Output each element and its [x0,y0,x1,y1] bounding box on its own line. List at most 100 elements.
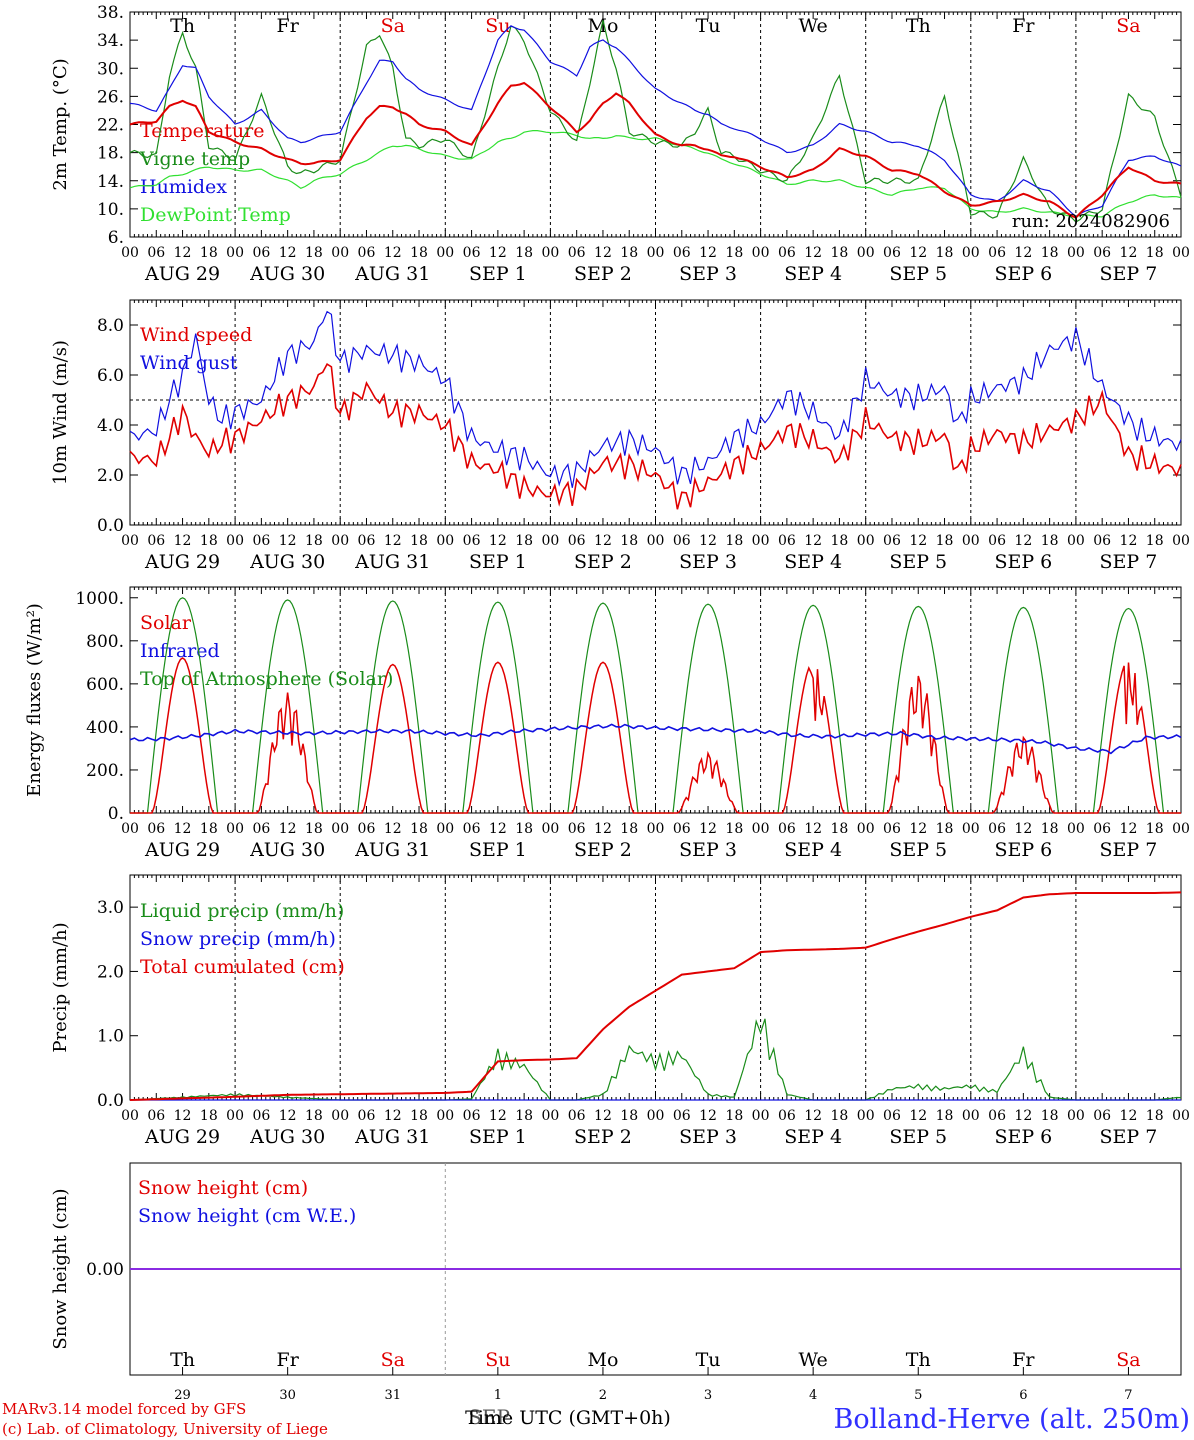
date-label: SEP 5 [889,839,947,861]
hour-label: 18 [410,1108,428,1124]
hour-label: 12 [279,245,297,261]
hour-label: 18 [936,821,954,837]
y-tick-label: 2.0 [97,962,124,982]
hour-label: 06 [358,533,376,549]
hour-label: 00 [857,533,875,549]
date-label: SEP 4 [784,551,842,573]
y-tick-label: 22. [97,116,124,136]
date-label: SEP 2 [574,263,632,285]
weekday-label: We [799,15,828,37]
hour-label: 12 [384,1108,402,1124]
y-axis-label: Energy fluxes (W/m²) [24,603,45,797]
hour-label: 18 [936,1108,954,1124]
day-number-label: 4 [809,1388,817,1403]
y-tick-label: 4.0 [97,416,124,436]
weekday-label: Fr [277,15,300,37]
hour-label: 12 [174,533,192,549]
date-label: SEP 7 [1100,263,1158,285]
hour-label: 18 [515,1108,533,1124]
hour-label: 12 [279,533,297,549]
weekday-label: Su [485,15,510,37]
date-label: AUG 30 [249,551,325,573]
y-tick-label: 6.0 [97,366,124,386]
hour-label: 12 [594,821,612,837]
station-label: Bolland-Herve (alt. 250m) [834,1404,1190,1435]
hour-label: 12 [699,245,717,261]
hour-label: 06 [147,245,165,261]
legend-entry: Liquid precip (mm/h) [140,900,344,922]
date-label: SEP 3 [679,263,737,285]
hour-label: 00 [436,245,454,261]
date-label: AUG 29 [144,551,220,573]
weekday-label: Th [170,1349,195,1371]
hour-label: 18 [200,533,218,549]
date-label: SEP 7 [1100,551,1158,573]
hour-label: 12 [1120,533,1138,549]
hour-label: 18 [1146,821,1164,837]
hour-label: 06 [1093,533,1111,549]
legend-entry: Vigne temp [139,148,250,170]
hour-label: 06 [252,533,270,549]
hour-label: 00 [1067,821,1085,837]
weekday-label: Fr [1012,1349,1035,1371]
panel-2 [129,299,1182,526]
hour-label: 12 [699,1108,717,1124]
y-tick-label: 3.0 [97,898,124,918]
hour-label: 18 [831,245,849,261]
legend-entry: Temperature [140,120,264,142]
hour-label: 06 [673,245,691,261]
panel-3 [129,586,1182,814]
hour-label: 18 [1041,821,1059,837]
hour-label: 18 [305,245,323,261]
hour-label: 18 [620,821,638,837]
hour-label: 12 [699,821,717,837]
weekday-label: Fr [277,1349,300,1371]
hour-label: 00 [752,245,770,261]
hour-label: 06 [252,821,270,837]
hour-label: 18 [620,1108,638,1124]
hour-label: 12 [489,821,507,837]
date-label: AUG 30 [249,1126,325,1148]
hour-label: 18 [831,821,849,837]
hour-label: 12 [804,533,822,549]
hour-label: 00 [121,1108,139,1124]
hour-label: 12 [384,245,402,261]
hour-label: 18 [515,821,533,837]
hour-label: 12 [1120,245,1138,261]
hour-label: 00 [1067,533,1085,549]
credit-line-2: (c) Lab. of Climatology, University of L… [2,1420,328,1438]
hour-label: 00 [121,245,139,261]
date-label: SEP 4 [784,1126,842,1148]
hour-label: 06 [358,1108,376,1124]
hour-label: 18 [305,1108,323,1124]
hour-label: 06 [778,245,796,261]
day-number-label: 6 [1019,1388,1027,1403]
hour-label: 18 [725,821,743,837]
hour-label: 06 [568,245,586,261]
hour-label: 18 [936,533,954,549]
day-number-label: 5 [914,1388,922,1403]
date-label: SEP 7 [1100,839,1158,861]
y-axis-label: 2m Temp. (°C) [50,58,71,190]
hour-label: 12 [804,821,822,837]
hour-label: 06 [1093,1108,1111,1124]
weekday-label: Sa [381,15,405,37]
hour-label: 00 [331,245,349,261]
series-line-temperature [129,81,1182,219]
y-tick-label: 18. [97,144,124,164]
hour-label: 06 [463,245,481,261]
hour-label: 12 [1014,1108,1032,1124]
y-tick-label: 14. [97,172,124,192]
hour-label: 00 [541,821,559,837]
hour-label: 12 [594,1108,612,1124]
hour-label: 06 [358,245,376,261]
date-label: SEP 7 [1100,1126,1158,1148]
hour-label: 12 [174,245,192,261]
weekday-label: Mo [587,15,618,37]
date-label: AUG 29 [144,263,220,285]
hour-label: 18 [831,533,849,549]
date-label: SEP 5 [889,263,947,285]
date-label: SEP 4 [784,263,842,285]
